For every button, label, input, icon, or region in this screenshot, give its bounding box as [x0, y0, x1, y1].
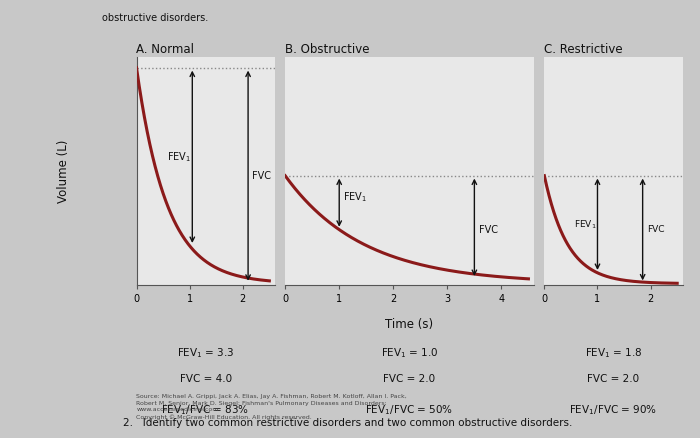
Text: FVC = 4.0: FVC = 4.0 [179, 374, 232, 385]
Text: Volume (L): Volume (L) [57, 139, 69, 202]
Text: A. Normal: A. Normal [136, 43, 195, 56]
Text: FEV$_1$: FEV$_1$ [573, 218, 596, 230]
Text: FEV$_1$/FVC = 50%: FEV$_1$/FVC = 50% [365, 403, 454, 417]
Text: FEV$_1$ = 3.3: FEV$_1$ = 3.3 [177, 346, 234, 360]
Text: 2.   Identify two common restrictive disorders and two common obstructive disord: 2. Identify two common restrictive disor… [122, 418, 572, 428]
Text: Time (s): Time (s) [386, 318, 433, 331]
Text: FEV$_1$: FEV$_1$ [343, 191, 368, 204]
Text: FEV$_1$ = 1.0: FEV$_1$ = 1.0 [381, 346, 438, 360]
Text: FVC = 2.0: FVC = 2.0 [384, 374, 435, 385]
Text: FEV$_1$ = 1.8: FEV$_1$ = 1.8 [584, 346, 642, 360]
Text: Source: Michael A. Grippi, Jack A. Elias, Jay A. Fishman, Robert M. Kotloff, All: Source: Michael A. Grippi, Jack A. Elias… [136, 394, 407, 420]
Text: FVC: FVC [479, 225, 498, 235]
Text: FEV$_1$: FEV$_1$ [167, 150, 192, 164]
Text: FVC: FVC [647, 225, 664, 234]
Text: FEV$_1$/FVC = 83%: FEV$_1$/FVC = 83% [162, 403, 250, 417]
Text: FVC: FVC [252, 171, 271, 181]
Text: FEV$_1$/FVC = 90%: FEV$_1$/FVC = 90% [569, 403, 657, 417]
Text: C. Restrictive: C. Restrictive [545, 43, 623, 56]
Text: FVC = 2.0: FVC = 2.0 [587, 374, 640, 385]
Text: B. Obstructive: B. Obstructive [285, 43, 370, 56]
Text: obstructive disorders.: obstructive disorders. [102, 13, 208, 23]
